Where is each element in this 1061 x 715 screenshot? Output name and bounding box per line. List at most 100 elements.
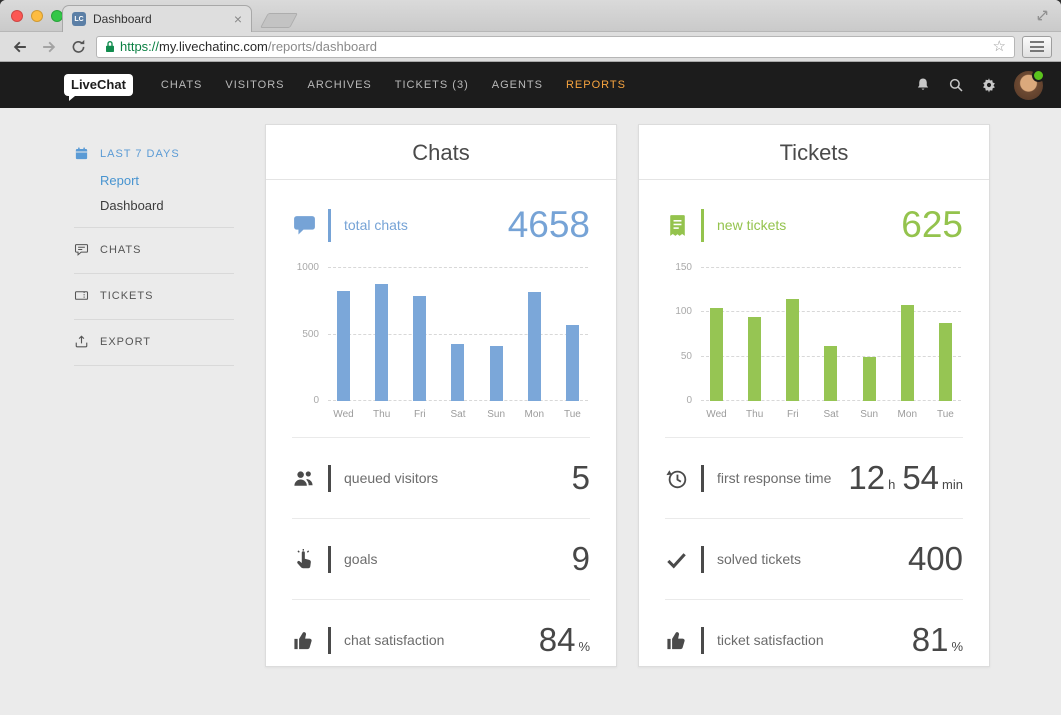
nav-item-agents[interactable]: AGENTS	[491, 79, 543, 91]
settings-gear-icon[interactable]	[981, 77, 997, 93]
stat-value: 625	[901, 204, 963, 246]
forward-button[interactable]	[38, 36, 60, 58]
chat-bubble-icon	[292, 213, 328, 238]
x-tick-label: Sun	[487, 409, 506, 420]
bookmark-star-icon[interactable]: ☆	[992, 38, 1006, 55]
https-lock-icon	[105, 40, 115, 53]
user-avatar[interactable]	[1014, 68, 1045, 100]
y-tick-label: 0	[686, 395, 692, 406]
tab-close-icon[interactable]: ×	[233, 11, 242, 27]
window-resize-icon[interactable]	[1036, 9, 1049, 22]
stat-number: 54	[902, 459, 940, 496]
bar-fri: Fri	[413, 268, 427, 420]
stat-number: 12	[848, 459, 886, 496]
stat-unit: min	[942, 477, 963, 492]
y-tick-label: 500	[302, 328, 319, 340]
stat-new-tickets: new tickets 625	[665, 180, 963, 256]
livechat-logo[interactable]: LiveChat	[64, 74, 133, 101]
nav-item-visitors[interactable]: VISITORS	[225, 79, 285, 91]
nav-item-tickets-3[interactable]: TICKETS (3)	[394, 79, 469, 91]
sidebar-subitem-report[interactable]: Report	[100, 173, 140, 188]
x-tick-label: Wed	[706, 409, 727, 420]
url-path: /reports/dashboard	[267, 39, 377, 54]
stat-divider	[328, 208, 331, 242]
x-tick-label: Tue	[937, 409, 954, 420]
bar-sun: Sun	[487, 268, 505, 420]
y-tick-label: 1000	[296, 262, 319, 273]
export-icon	[74, 334, 89, 349]
nav-item-archives[interactable]: ARCHIVES	[307, 79, 372, 91]
sidebar-item-label: EXPORT	[100, 335, 152, 348]
stat-unit: %	[578, 639, 590, 654]
response-time-icon	[665, 467, 701, 490]
sidebar-item-last-7-days[interactable]: LAST 7 DAYS	[74, 139, 234, 168]
nav-item-chats[interactable]: CHATS	[160, 79, 203, 91]
stat-unit: h	[888, 477, 896, 492]
nav-item-reports[interactable]: REPORTS	[565, 79, 626, 91]
main-content: Chats total chats 4658 0 500 1000 Wed Thu Fri Sat…	[250, 108, 1061, 715]
sidebar-item-tickets[interactable]: TICKETS	[74, 281, 234, 310]
reload-button[interactable]	[67, 36, 89, 58]
check-icon	[665, 548, 701, 571]
gridline: 1000	[297, 262, 588, 273]
stat-divider	[701, 208, 704, 242]
thumbs-up-icon	[665, 629, 701, 652]
stat-number: 400	[907, 540, 963, 577]
gridline: 150	[675, 262, 961, 273]
bar-chart: 0 500 1000 Wed Thu Fri Sat Sun Mon Tue	[297, 262, 588, 420]
back-button[interactable]	[9, 36, 31, 58]
x-tick-label: Mon	[524, 409, 545, 420]
bar-mon: Mon	[525, 268, 544, 420]
stat-value: 9	[572, 540, 590, 578]
stat-label: ticket satisfaction	[717, 632, 824, 648]
minimize-window-button[interactable]	[31, 10, 43, 22]
page-content: LAST 7 DAYS Report Dashboard CHATS TICKETS EX…	[0, 108, 1061, 715]
tab-strip: LC Dashboard ×	[0, 0, 1061, 32]
search-icon[interactable]	[948, 77, 964, 93]
app-navbar: LiveChat CHATS VISITORS ARCHIVES TICKETS (3…	[0, 62, 1061, 108]
navbar-actions	[915, 68, 1045, 100]
sidebar-subitem-dashboard[interactable]: Dashboard	[100, 198, 164, 213]
url-protocol: https://	[120, 39, 160, 54]
new-tab-button[interactable]	[260, 13, 298, 28]
y-tick-label: 150	[675, 262, 692, 273]
stat-first-response-time: first response time 12 h 54 min	[665, 437, 963, 518]
stat-divider	[328, 464, 331, 492]
card-stats: queued visitors 5 goals 9 chat satisfaction 8…	[292, 437, 590, 680]
sidebar-item-export[interactable]: EXPORT	[74, 327, 234, 356]
bar-wed: Wed	[706, 268, 727, 420]
tab-favicon: LC	[72, 12, 86, 26]
stat-divider	[701, 545, 704, 573]
stat-solved-tickets: solved tickets 400	[665, 518, 963, 599]
stat-value: 12 h 54 min	[848, 459, 963, 497]
chats-icon	[74, 242, 89, 257]
stat-divider	[328, 545, 331, 573]
bar-tue: Tue	[564, 268, 581, 420]
bar-sun: Sun	[860, 268, 878, 420]
sidebar-item-chats[interactable]: CHATS	[74, 235, 234, 264]
thumbs-up-icon	[292, 629, 328, 652]
bar-tue: Tue	[937, 268, 954, 420]
address-bar[interactable]: https://my.livechatinc.com/reports/dashb…	[96, 35, 1015, 58]
close-window-button[interactable]	[11, 10, 23, 22]
sidebar-item-label: LAST 7 DAYS	[100, 147, 180, 160]
browser-tab[interactable]: LC Dashboard ×	[62, 5, 252, 32]
x-tick-label: Sun	[860, 409, 879, 420]
stat-label: first response time	[717, 470, 832, 486]
stat-queued-visitors: queued visitors 5	[292, 437, 590, 518]
card-title: Tickets	[639, 125, 989, 180]
stat-chat-satisfaction: chat satisfaction 84%	[292, 599, 590, 680]
sidebar-section-chats: CHATS	[74, 228, 234, 274]
x-tick-label: Sat	[823, 409, 839, 420]
stat-label: goals	[344, 551, 378, 567]
menu-button[interactable]	[1022, 35, 1052, 58]
card-tickets: Tickets new tickets 625 0 50 100 150 Wed Thu Fri S…	[638, 124, 990, 667]
tab-title: Dashboard	[93, 12, 152, 26]
browser-toolbar: https://my.livechatinc.com/reports/dashb…	[0, 32, 1061, 62]
stat-goals: goals 9	[292, 518, 590, 599]
y-tick-label: 100	[675, 306, 692, 318]
notifications-bell-icon[interactable]	[915, 77, 931, 93]
stat-divider	[701, 464, 704, 492]
bar-wed: Wed	[333, 268, 354, 420]
url-host: my.livechatinc.com	[159, 39, 268, 54]
